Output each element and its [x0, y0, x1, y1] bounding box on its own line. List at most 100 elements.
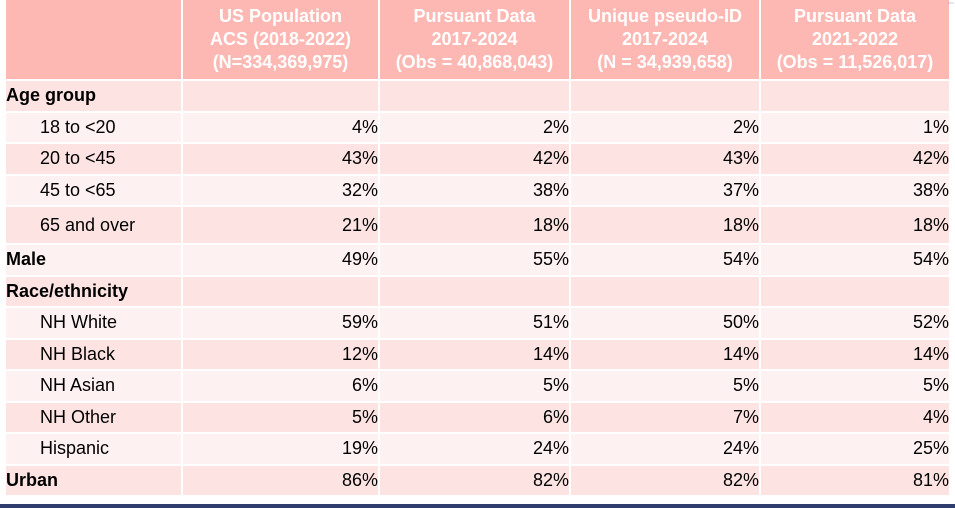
- value-cell: 4%: [759, 401, 949, 434]
- header-line: ACS (2018-2022): [209, 29, 352, 49]
- value-cell: 12%: [181, 338, 379, 371]
- header-unique-pseudo-id: Unique pseudo-ID 2017-2024 (N = 34,939,6…: [569, 0, 760, 81]
- header-line: (Obs = 11,526,017): [776, 52, 934, 72]
- header-line: (N = 34,939,658): [597, 52, 733, 72]
- value-cell: 86%: [181, 464, 379, 497]
- header-line: Pursuant Data: [793, 6, 917, 26]
- value-cell: 54%: [569, 244, 760, 277]
- value-cell: 6%: [378, 401, 570, 434]
- value-cell: 42%: [759, 143, 949, 176]
- value-cell: 52%: [759, 307, 949, 340]
- value-cell: 19%: [181, 433, 379, 466]
- value-cell: 1%: [759, 111, 949, 144]
- table-row: 65 and over 21% 18% 18% 18%: [6, 206, 949, 245]
- row-label: NH Other: [6, 401, 182, 434]
- row-group-label: Race/ethnicity: [6, 275, 182, 308]
- value-cell: 18%: [569, 206, 760, 245]
- header-row: US Population ACS (2018-2022) (N=334,369…: [6, 0, 949, 81]
- table-row: NH Asian 6% 5% 5% 5%: [6, 370, 949, 403]
- value-cell: 38%: [759, 174, 949, 207]
- value-cell: 25%: [759, 433, 949, 466]
- table-row: Urban 86% 82% 82% 81%: [6, 464, 949, 497]
- value-cell: 4%: [181, 111, 379, 144]
- value-cell: 18%: [759, 206, 949, 245]
- value-cell: 59%: [181, 307, 379, 340]
- value-cell: 51%: [378, 307, 570, 340]
- value-cell: 14%: [378, 338, 570, 371]
- value-cell: [181, 80, 379, 113]
- header-line: Unique pseudo-ID: [588, 6, 742, 26]
- value-cell: 18%: [378, 206, 570, 245]
- table-row: Male 49% 55% 54% 54%: [6, 244, 949, 277]
- value-cell: 14%: [759, 338, 949, 371]
- value-cell: 5%: [378, 370, 570, 403]
- value-cell: 82%: [569, 464, 760, 497]
- table-body: Age group 18 to <20 4% 2% 2% 1% 20 to <45 43% 42…: [6, 80, 949, 497]
- row-label: 20 to <45: [6, 143, 182, 176]
- value-cell: 49%: [181, 244, 379, 277]
- value-cell: 14%: [569, 338, 760, 371]
- value-cell: 24%: [569, 433, 760, 466]
- header-pursuant-2021-2022: Pursuant Data 2021-2022 (Obs = 11,526,01…: [759, 0, 949, 81]
- table-row: NH Black 12% 14% 14% 14%: [6, 338, 949, 371]
- row-group-label: Urban: [6, 464, 182, 497]
- table-row: 18 to <20 4% 2% 2% 1%: [6, 111, 949, 144]
- table-row: NH Other 5% 6% 7% 4%: [6, 401, 949, 434]
- row-group-label: Age group: [6, 80, 182, 113]
- value-cell: 82%: [378, 464, 570, 497]
- value-cell: 50%: [569, 307, 760, 340]
- row-label: NH Black: [6, 338, 182, 371]
- value-cell: 43%: [569, 143, 760, 176]
- table-row: Race/ethnicity: [6, 275, 949, 308]
- value-cell: [378, 80, 570, 113]
- row-label: 65 and over: [6, 206, 182, 245]
- header-pursuant-2017-2024: Pursuant Data 2017-2024 (Obs = 40,868,04…: [378, 0, 570, 81]
- header-line: Pursuant Data: [413, 6, 536, 26]
- value-cell: 7%: [569, 401, 760, 434]
- value-cell: [569, 80, 760, 113]
- value-cell: [181, 275, 379, 308]
- row-label: 45 to <65: [6, 174, 182, 207]
- value-cell: 81%: [759, 464, 949, 497]
- table-row: 45 to <65 32% 38% 37% 38%: [6, 174, 949, 207]
- table-row: NH White 59% 51% 50% 52%: [6, 307, 949, 340]
- table-row: 20 to <45 43% 42% 43% 42%: [6, 143, 949, 176]
- value-cell: 5%: [181, 401, 379, 434]
- header-line: 2017-2024: [621, 29, 709, 49]
- value-cell: 43%: [181, 143, 379, 176]
- value-cell: 21%: [181, 206, 379, 245]
- value-cell: [378, 275, 570, 308]
- header-corner-cell: [6, 0, 182, 81]
- value-cell: [759, 80, 949, 113]
- value-cell: 6%: [181, 370, 379, 403]
- value-cell: 54%: [759, 244, 949, 277]
- demographics-table: US Population ACS (2018-2022) (N=334,369…: [6, 0, 949, 497]
- value-cell: 2%: [569, 111, 760, 144]
- value-cell: 38%: [378, 174, 570, 207]
- table-row: Age group: [6, 80, 949, 113]
- header-line: US Population: [219, 6, 342, 26]
- row-label: 18 to <20: [6, 111, 182, 144]
- value-cell: 55%: [378, 244, 570, 277]
- row-group-label: Male: [6, 244, 182, 277]
- bottom-rule: [0, 504, 955, 508]
- value-cell: 42%: [378, 143, 570, 176]
- header-line: (N=334,369,975): [212, 52, 349, 72]
- row-label: NH White: [6, 307, 182, 340]
- header-line: 2017-2024: [431, 29, 518, 49]
- header-us-population: US Population ACS (2018-2022) (N=334,369…: [181, 0, 379, 81]
- value-cell: 5%: [569, 370, 760, 403]
- table-row: Hispanic 19% 24% 24% 25%: [6, 433, 949, 466]
- value-cell: 32%: [181, 174, 379, 207]
- header-line: 2021-2022: [811, 29, 899, 49]
- value-cell: [759, 275, 949, 308]
- value-cell: [569, 275, 760, 308]
- slide-corner-mark: ⋯: [948, 1, 954, 7]
- header-line: (Obs = 40,868,043): [395, 52, 554, 72]
- value-cell: 24%: [378, 433, 570, 466]
- row-label: NH Asian: [6, 370, 182, 403]
- value-cell: 37%: [569, 174, 760, 207]
- value-cell: 2%: [378, 111, 570, 144]
- row-label: Hispanic: [6, 433, 182, 466]
